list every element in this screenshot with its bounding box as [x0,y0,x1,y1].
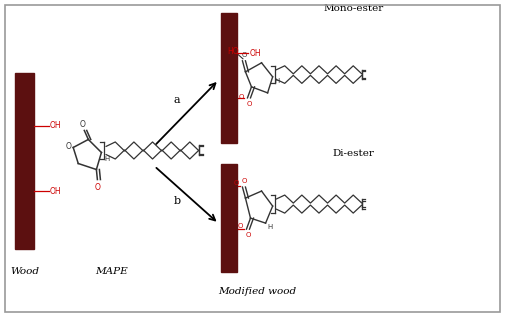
Text: HO: HO [228,47,239,56]
Text: OH: OH [49,187,61,196]
Text: O: O [241,52,246,58]
Text: a: a [174,95,180,105]
Text: O: O [94,183,100,191]
Bar [15,73,34,249]
Text: O: O [234,180,239,186]
Text: O: O [245,232,250,238]
Text: O: O [79,120,85,129]
Text: H: H [105,157,110,163]
Text: Mono-ester: Mono-ester [323,4,383,13]
Text: OH: OH [49,121,61,130]
Text: H: H [275,78,280,84]
Text: O: O [241,178,246,184]
Text: b: b [173,196,180,206]
Text: O: O [246,101,251,107]
Text: Wood: Wood [10,267,39,276]
Text: Modified wood: Modified wood [219,287,296,296]
Text: OH: OH [249,49,261,58]
Text: H: H [268,224,273,230]
Bar [221,164,237,272]
Text: Di-ester: Di-ester [332,149,374,158]
Text: O: O [65,142,71,152]
Text: O: O [239,94,244,100]
Bar [221,13,237,144]
Text: MAPE: MAPE [95,267,128,276]
Text: O: O [238,223,243,229]
